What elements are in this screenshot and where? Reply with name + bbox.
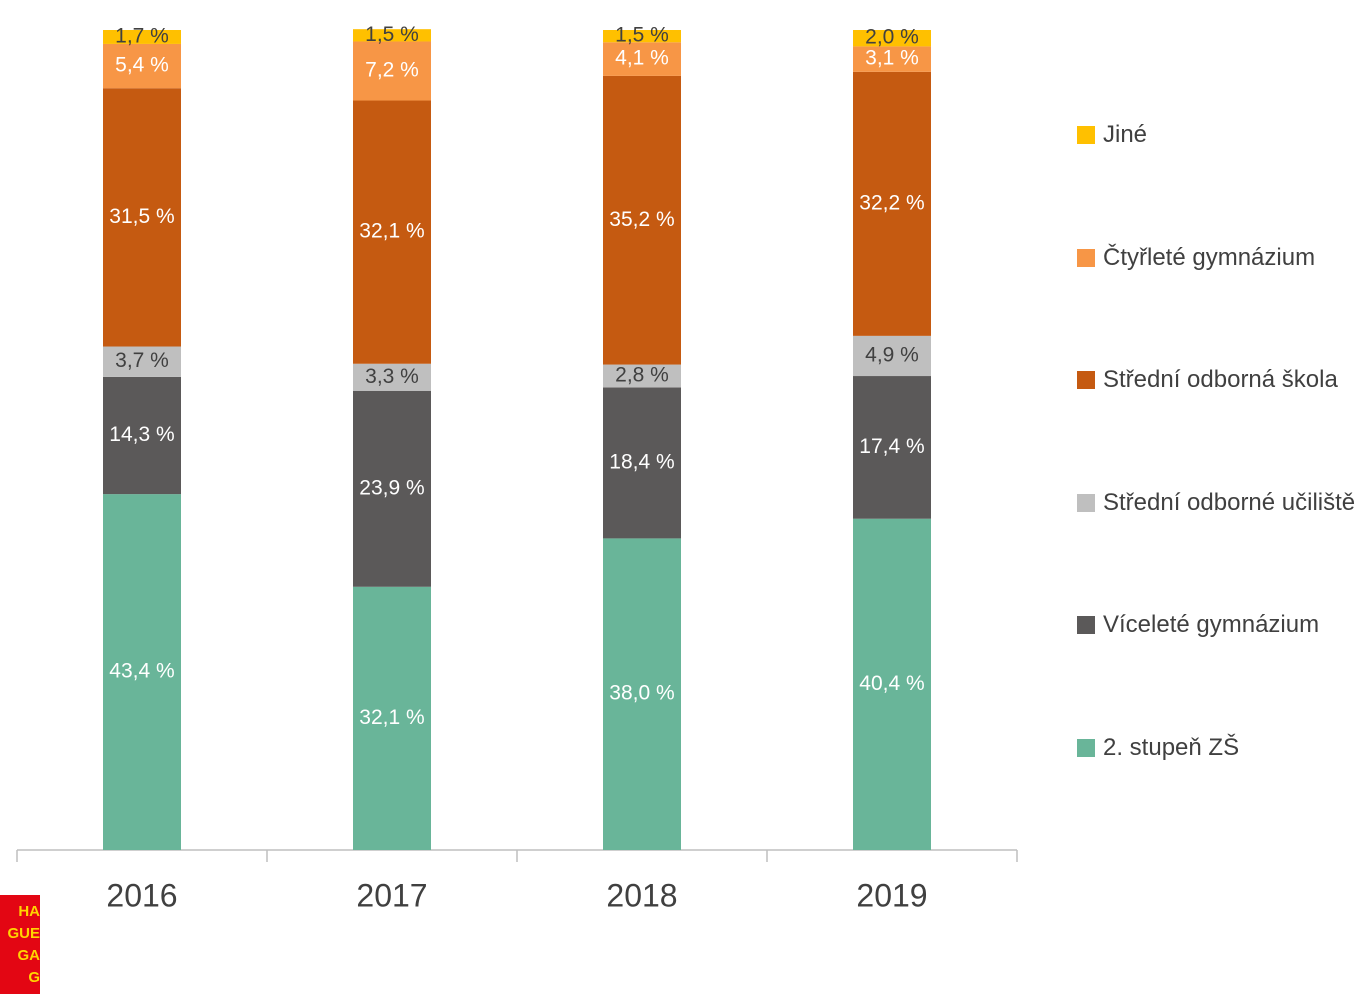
- bar-segment: [103, 346, 181, 377]
- value-label: 1,5 %: [365, 23, 419, 46]
- value-label: 23,9 %: [359, 476, 424, 499]
- legend-swatch: [1077, 738, 1095, 757]
- logo: HA GUE GA G: [0, 895, 40, 994]
- value-label: 1,5 %: [615, 24, 669, 47]
- legend-swatch: [1077, 126, 1095, 144]
- legend-swatch: [1077, 248, 1095, 267]
- x-tick-label: 2017: [356, 877, 427, 913]
- bar-segment: [853, 30, 931, 47]
- value-label: 2,8 %: [615, 364, 669, 387]
- legend-label: 2. stupeň ZŠ: [1103, 733, 1240, 761]
- value-label: 35,2 %: [609, 208, 674, 231]
- value-label: 18,4 %: [609, 451, 674, 474]
- bar-segment: [103, 30, 181, 44]
- legend-label: Střední odborné učiliště: [1103, 488, 1356, 516]
- legend-item: Jiné: [1077, 116, 1368, 154]
- logo-text: GA: [17, 947, 41, 964]
- bar-segment: [103, 494, 181, 850]
- legend-label: Jiné: [1103, 121, 1148, 148]
- value-label: 32,1 %: [359, 706, 424, 729]
- bar-segment: [103, 376, 181, 495]
- value-label: 3,7 %: [115, 349, 169, 372]
- x-tick-label: 2019: [856, 877, 927, 913]
- value-label: 17,4 %: [859, 435, 924, 458]
- x-tick-label: 2018: [606, 877, 677, 913]
- legend-label: Čtyřleté gymnázium: [1103, 243, 1316, 271]
- legend-swatch: [1077, 371, 1095, 389]
- legend-item: Střední odborné učiliště: [1077, 484, 1368, 522]
- value-label: 43,4 %: [109, 660, 174, 683]
- bar-segment: [603, 30, 681, 43]
- value-label: 1,7 %: [115, 25, 169, 48]
- bar-segment: [853, 46, 931, 72]
- legend-item: Víceleté gymnázium: [1077, 606, 1368, 644]
- value-label: 32,2 %: [859, 191, 924, 214]
- value-label: 14,3 %: [109, 423, 174, 446]
- bar-segment: [103, 43, 181, 89]
- logo-text: G: [28, 969, 40, 986]
- legend-item: 2. stupeň ZŠ: [1077, 729, 1368, 767]
- value-label: 5,4 %: [115, 54, 169, 77]
- bar-segment: [353, 586, 431, 850]
- bar-segment: [603, 75, 681, 365]
- value-label: 3,1 %: [865, 47, 919, 70]
- value-label: 32,1 %: [359, 220, 424, 243]
- value-label: 4,1 %: [615, 47, 669, 70]
- logo-text: GUE: [7, 925, 40, 942]
- value-label: 38,0 %: [609, 682, 674, 705]
- logo-text: HA: [18, 903, 40, 920]
- bar-segment: [603, 364, 681, 388]
- value-label: 7,2 %: [365, 59, 419, 82]
- bar-segment: [353, 100, 431, 364]
- legend-swatch: [1077, 493, 1095, 512]
- bar-segment: [853, 518, 931, 850]
- value-label: 2,0 %: [865, 26, 919, 49]
- bar-segment: [103, 88, 181, 347]
- legend-label: Víceleté gymnázium: [1103, 611, 1320, 638]
- bar-segment: [853, 376, 931, 519]
- value-label: 3,3 %: [365, 365, 419, 388]
- bar-segment: [353, 29, 431, 42]
- legend-item: Střední odborná škola: [1077, 361, 1368, 399]
- value-label: 4,9 %: [865, 343, 919, 366]
- x-tick-label: 2016: [106, 877, 177, 913]
- bar-segment: [603, 538, 681, 850]
- bar-segment: [353, 41, 431, 101]
- bar-segment: [853, 335, 931, 377]
- bar-segment: [353, 390, 431, 587]
- legend-item: Čtyřleté gymnázium: [1077, 239, 1368, 277]
- legend-swatch: [1077, 616, 1095, 634]
- value-label: 31,5 %: [109, 205, 174, 228]
- legend-label: Střední odborná škola: [1103, 366, 1338, 393]
- bar-segment: [603, 387, 681, 539]
- bar-segment: [603, 42, 681, 76]
- bar-segment: [853, 71, 931, 336]
- bar-segment: [353, 363, 431, 391]
- value-label: 40,4 %: [859, 672, 924, 695]
